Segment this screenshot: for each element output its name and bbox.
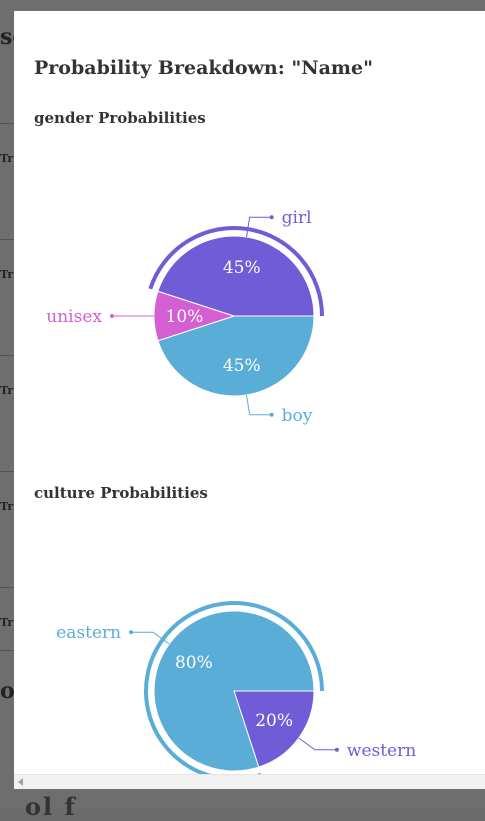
background-row-divider <box>0 355 14 356</box>
leader-line-girl <box>246 216 272 238</box>
background-row-fragment[interactable]: Tr <box>0 616 14 629</box>
horizontal-scrollbar[interactable] <box>14 774 485 789</box>
slice-percent-label-boy: 45% <box>223 356 261 376</box>
background-row-fragment[interactable]: Tr <box>0 384 14 397</box>
pie-slice-boy[interactable] <box>157 315 315 397</box>
pie-slice-eastern[interactable] <box>153 610 315 772</box>
background-bottom-fragment: ol f <box>25 792 77 821</box>
slice-percent-label-unisex: 10% <box>166 307 204 327</box>
background-row-divider <box>0 471 14 472</box>
leader-dot-western <box>334 747 339 752</box>
category-label-unisex: unisex <box>46 307 102 327</box>
leader-dot-girl <box>269 215 274 220</box>
leader-dot-boy <box>269 412 274 417</box>
category-label-western: western <box>347 741 416 761</box>
background-row-fragment[interactable]: Tr <box>0 152 14 165</box>
background-row-fragment[interactable]: Tr <box>0 500 14 513</box>
probability-modal: Probability Breakdown: "Name" gender Pro… <box>14 11 485 789</box>
gender-pie-chart[interactable]: 45% boy 10% unisex 45% girl <box>14 171 485 441</box>
leader-dot-unisex <box>110 314 114 318</box>
category-label-boy: boy <box>282 406 313 426</box>
background-row-divider <box>0 587 14 588</box>
culture-section-title: culture Probabilities <box>34 484 208 502</box>
category-label-eastern: eastern <box>56 623 121 643</box>
slice-percent-label-girl: 45% <box>223 258 261 278</box>
culture-pie-chart[interactable]: 20% western 80% eastern <box>14 571 485 789</box>
background-row-fragment[interactable]: Tr <box>0 268 14 281</box>
slice-percent-label-western: 20% <box>255 711 293 731</box>
modal-title: Probability Breakdown: "Name" <box>34 57 373 79</box>
gender-section-title: gender Probabilities <box>34 109 206 127</box>
background-row-divider <box>0 650 14 651</box>
scroll-left-arrow-icon[interactable] <box>18 778 23 786</box>
pie-slice-girl[interactable] <box>157 235 315 317</box>
category-label-girl: girl <box>282 208 312 228</box>
leader-line-boy <box>246 394 272 416</box>
slice-percent-label-eastern: 80% <box>175 653 213 673</box>
leader-line-western <box>298 737 337 751</box>
leader-line-eastern <box>131 631 170 645</box>
leader-dot-eastern <box>129 630 134 635</box>
background-row-divider <box>0 123 14 124</box>
background-row-divider <box>0 239 14 240</box>
